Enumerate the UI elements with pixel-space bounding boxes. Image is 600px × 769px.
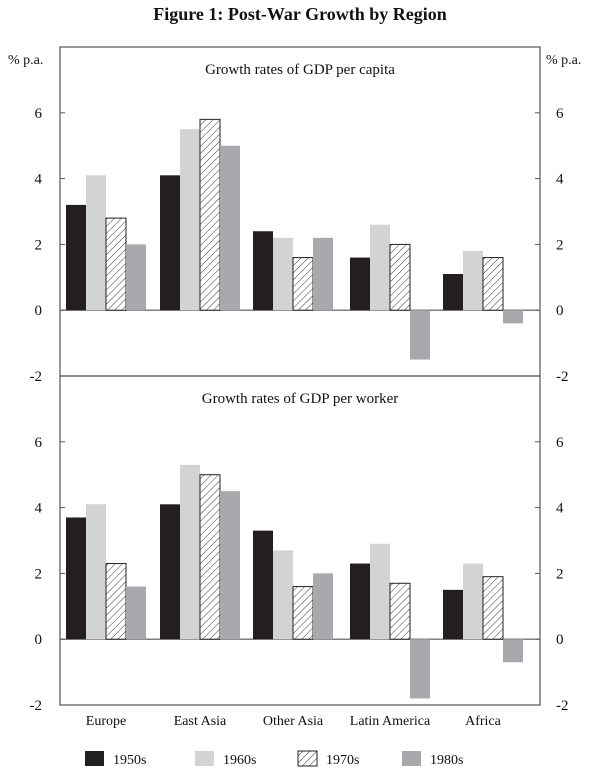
y-tick-label-left: 0 [35,303,43,319]
bar-1970s-latin-america [389,243,411,311]
y-tick-label-right: 6 [556,106,564,122]
bar-1970s-east-asia [199,474,221,640]
legend-label-1980s: 1980s [430,753,463,768]
panel-title: Growth rates of GDP per worker [202,391,398,407]
bar-1950s-africa [443,589,463,640]
y-tick-label-right: 4 [556,501,564,517]
bar-1960s-europe [86,175,106,311]
y-tick-label-left: 4 [35,501,43,517]
plot-frame [59,375,541,706]
y-tick-label-right: 6 [556,435,564,451]
panel-1: Growth rates of GDP per capita % p.a. % p.… [8,46,581,385]
bar-1960s-latin-america [370,224,390,311]
bar-1970s-latin-america [389,582,411,640]
bar-1950s-europe [66,517,86,640]
x-tick-label: Europe [86,714,126,729]
bar-1980s-africa [503,639,523,663]
y-tick-label-left: 6 [35,435,43,451]
legend-label-1960s: 1960s [223,753,256,768]
bar-1960s-east-asia [180,464,200,640]
bar-1980s-other-asia [313,573,333,640]
x-tick-label: Africa [465,714,502,729]
y-tick-label-left: -2 [30,369,43,385]
y-tick-label-left: 0 [35,632,43,648]
legend-label-1950s: 1950s [113,753,146,768]
y-tick-label-right: -2 [556,369,569,385]
y-tick-label-left: 6 [35,106,43,122]
panel-title: Growth rates of GDP per capita [205,62,395,78]
y-tick-label-right: 2 [556,566,564,582]
bar-1950s-latin-america [350,563,370,640]
legend-swatch-1970s [297,750,318,767]
bar-1950s-other-asia [253,530,273,640]
y-tick-label-right: 0 [556,632,564,648]
x-tick-label: East Asia [174,714,227,729]
legend-swatch-1950s [85,751,104,766]
bar-1970s-other-asia [292,586,314,640]
bar-1950s-europe [66,204,86,311]
bar-1980s-africa [503,310,523,324]
y-axis-label-left: % p.a. [8,53,43,68]
bar-1970s-africa [482,576,504,640]
bar-1970s-africa [482,257,504,311]
figure-title: Figure 1: Post-War Growth by Region [153,4,447,24]
x-tick-label: Other Asia [263,714,324,729]
bar-1980s-east-asia [220,145,240,311]
bar-1960s-africa [463,250,483,311]
y-tick-label-right: -2 [556,698,569,714]
y-axis-label-right: % p.a. [546,53,581,68]
y-tick-label-left: 2 [35,237,43,253]
y-tick-label-left: 4 [35,172,43,188]
bar-1980s-latin-america [410,310,430,360]
bar-1960s-east-asia [180,129,200,311]
bar-1970s-europe [105,217,127,311]
y-tick-label-right: 0 [556,303,564,319]
y-tick-label-left: -2 [30,698,43,714]
legend-swatch-1980s [402,751,421,766]
bar-1960s-other-asia [273,237,293,311]
bar-1960s-other-asia [273,550,293,640]
y-tick-label-right: 4 [556,172,564,188]
bar-1950s-east-asia [160,175,180,311]
bar-1970s-east-asia [199,118,221,311]
bar-1960s-europe [86,504,106,640]
bar-1970s-europe [105,563,127,640]
bar-1950s-africa [443,274,463,311]
bar-1980s-europe [126,586,146,640]
bar-1980s-latin-america [410,639,430,699]
bar-1980s-europe [126,244,146,311]
bar-1950s-latin-america [350,257,370,311]
bar-1950s-east-asia [160,504,180,640]
legend-label-1970s: 1970s [326,753,359,768]
legend-swatch-1960s [195,751,214,766]
plot-frame [59,46,541,377]
panel-2: Growth rates of GDP per worker -2 -2 0 0 2 2 4 4… [30,375,569,714]
bar-1960s-africa [463,563,483,640]
bar-1950s-other-asia [253,231,273,311]
x-tick-label: Latin America [350,714,431,729]
y-tick-label-left: 2 [35,566,43,582]
bar-1980s-other-asia [313,237,333,311]
bar-1980s-east-asia [220,491,240,640]
bar-1970s-other-asia [292,257,314,311]
bar-1960s-latin-america [370,543,390,640]
y-tick-label-right: 2 [556,237,564,253]
